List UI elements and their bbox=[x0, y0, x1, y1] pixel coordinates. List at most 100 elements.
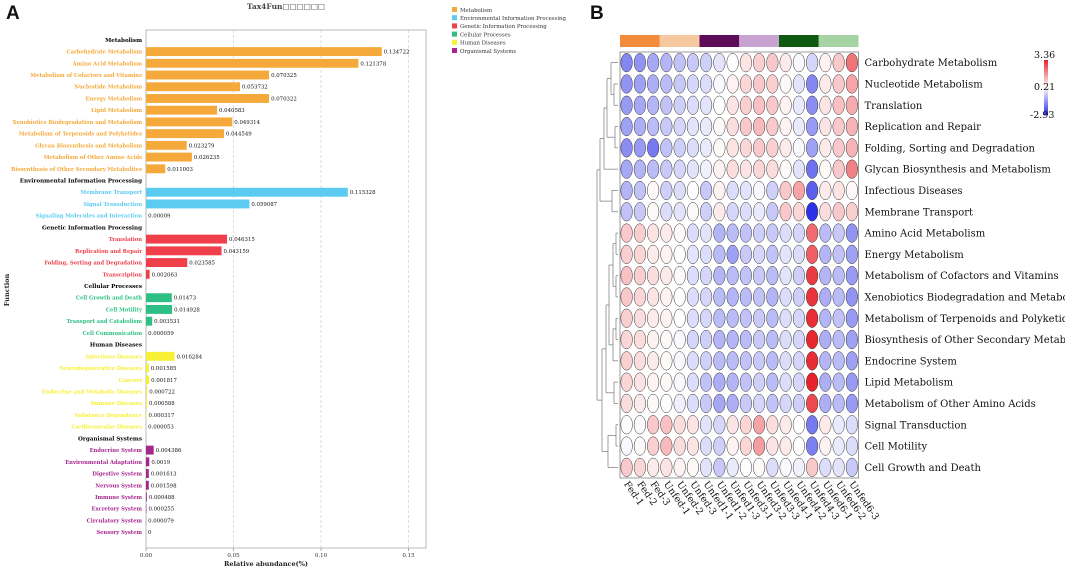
heatmap-frame bbox=[620, 52, 859, 478]
heatmap-cell bbox=[687, 160, 699, 179]
heatmap-cell bbox=[780, 458, 792, 477]
category-label: Metabolism of Terpenoids and Polyketides bbox=[19, 132, 142, 138]
category-label: Lipid Metabolism bbox=[91, 108, 142, 114]
heatmap-cell bbox=[780, 138, 792, 157]
heatmap-cell bbox=[846, 224, 858, 243]
heatmap-cell bbox=[700, 53, 712, 72]
heatmap-cell bbox=[820, 266, 832, 285]
heatmap-cell bbox=[661, 96, 673, 115]
heatmap-cell bbox=[767, 53, 779, 72]
heatmap-cell bbox=[793, 288, 805, 307]
heatmap-cell bbox=[780, 224, 792, 243]
category-label: Metabolism of Other Amino Acids bbox=[44, 155, 142, 161]
bar-value-label: 0.002063 bbox=[152, 272, 178, 278]
heatmap-cell bbox=[700, 117, 712, 136]
heatmap-cell bbox=[687, 351, 699, 370]
heatmap-cell bbox=[634, 75, 646, 94]
category-label: Immune Diseases bbox=[91, 401, 142, 407]
heatmap-cell bbox=[700, 245, 712, 264]
heatmap-cell bbox=[793, 373, 805, 392]
heatmap-cell bbox=[767, 181, 779, 200]
row-label: Energy Metabolism bbox=[865, 250, 965, 261]
bar-value-label: 0.001585 bbox=[151, 366, 177, 372]
heatmap-cell bbox=[753, 181, 765, 200]
row-label: Metabolism of Terpenoids and Polyketides bbox=[865, 314, 1065, 325]
column-group-bar bbox=[779, 35, 819, 47]
category-label: Membrane Transport bbox=[80, 190, 142, 196]
heatmap-cell bbox=[753, 160, 765, 179]
bar bbox=[146, 481, 149, 490]
heatmap-cell bbox=[621, 330, 633, 349]
bar-value-label: 0.023279 bbox=[189, 143, 215, 149]
heatmap-cell bbox=[727, 117, 739, 136]
heatmap-cell bbox=[820, 288, 832, 307]
heatmap-cell bbox=[621, 117, 633, 136]
heatmap-cell bbox=[833, 266, 845, 285]
heatmap-cell bbox=[700, 351, 712, 370]
heatmap-cell bbox=[621, 458, 633, 477]
heatmap-cell bbox=[767, 266, 779, 285]
chart-title: Tax4Fun□□□□□□ bbox=[247, 2, 325, 11]
bar-value-label: 0 bbox=[148, 530, 152, 536]
column-group-bar bbox=[739, 35, 779, 47]
heatmap-cell bbox=[793, 415, 805, 434]
heatmap-cell bbox=[806, 373, 818, 392]
bar-value-label: 0.121378 bbox=[360, 61, 386, 67]
heatmap-cell bbox=[714, 202, 726, 221]
heatmap-cell bbox=[634, 245, 646, 264]
bar-value-label: 0.000317 bbox=[149, 413, 175, 419]
heatmap-cell bbox=[820, 245, 832, 264]
category-label: Transport and Catabolism bbox=[66, 319, 142, 325]
row-label: Infectious Diseases bbox=[865, 186, 963, 197]
heatmap-cell bbox=[833, 96, 845, 115]
heatmap-cell bbox=[753, 224, 765, 243]
heatmap-cell bbox=[820, 330, 832, 349]
bar bbox=[146, 305, 172, 314]
legend-label: Human Diseases bbox=[460, 41, 506, 47]
row-label: Lipid Metabolism bbox=[865, 378, 954, 389]
heatmap-cell bbox=[687, 181, 699, 200]
heatmap-cell bbox=[700, 373, 712, 392]
heatmap-cell bbox=[661, 53, 673, 72]
heatmap-cell bbox=[687, 224, 699, 243]
heatmap-cell bbox=[674, 458, 686, 477]
heatmap-cell bbox=[727, 224, 739, 243]
heatmap-cell bbox=[740, 415, 752, 434]
heatmap-cell bbox=[634, 224, 646, 243]
heatmap-cell bbox=[714, 373, 726, 392]
column-group-bar bbox=[620, 35, 660, 47]
heatmap-cell bbox=[740, 437, 752, 456]
heatmap-cell bbox=[634, 415, 646, 434]
heatmap-cell bbox=[846, 309, 858, 328]
bar-value-label: 0.040583 bbox=[219, 108, 245, 114]
heatmap-cell bbox=[740, 181, 752, 200]
heatmap-cell bbox=[700, 96, 712, 115]
heatmap-cell bbox=[806, 75, 818, 94]
heatmap-cell bbox=[621, 138, 633, 157]
bar-value-label: 0.003531 bbox=[154, 319, 180, 325]
heatmap-cell bbox=[740, 458, 752, 477]
heatmap-cell bbox=[740, 266, 752, 285]
group-header-label: Organismal Systems bbox=[78, 436, 142, 442]
heatmap-cell bbox=[700, 309, 712, 328]
heatmap-cell bbox=[780, 288, 792, 307]
heatmap-cell bbox=[674, 288, 686, 307]
heatmap-cell bbox=[780, 181, 792, 200]
heatmap-cell bbox=[687, 394, 699, 413]
heatmap-cell bbox=[621, 224, 633, 243]
heatmap-cell bbox=[727, 138, 739, 157]
heatmap-cell bbox=[740, 394, 752, 413]
heatmap-cell bbox=[674, 224, 686, 243]
heatmap-cell bbox=[780, 202, 792, 221]
heatmap-cell bbox=[793, 266, 805, 285]
heatmap-cell bbox=[674, 266, 686, 285]
bar bbox=[146, 71, 269, 80]
heatmap-cell bbox=[674, 181, 686, 200]
category-label: Signaling Molecules and Interaction bbox=[36, 214, 143, 220]
heatmap-cell bbox=[634, 266, 646, 285]
heatmap-cell bbox=[740, 351, 752, 370]
heatmap-cell bbox=[793, 330, 805, 349]
heatmap-cell bbox=[647, 75, 659, 94]
heatmap-cell bbox=[647, 458, 659, 477]
